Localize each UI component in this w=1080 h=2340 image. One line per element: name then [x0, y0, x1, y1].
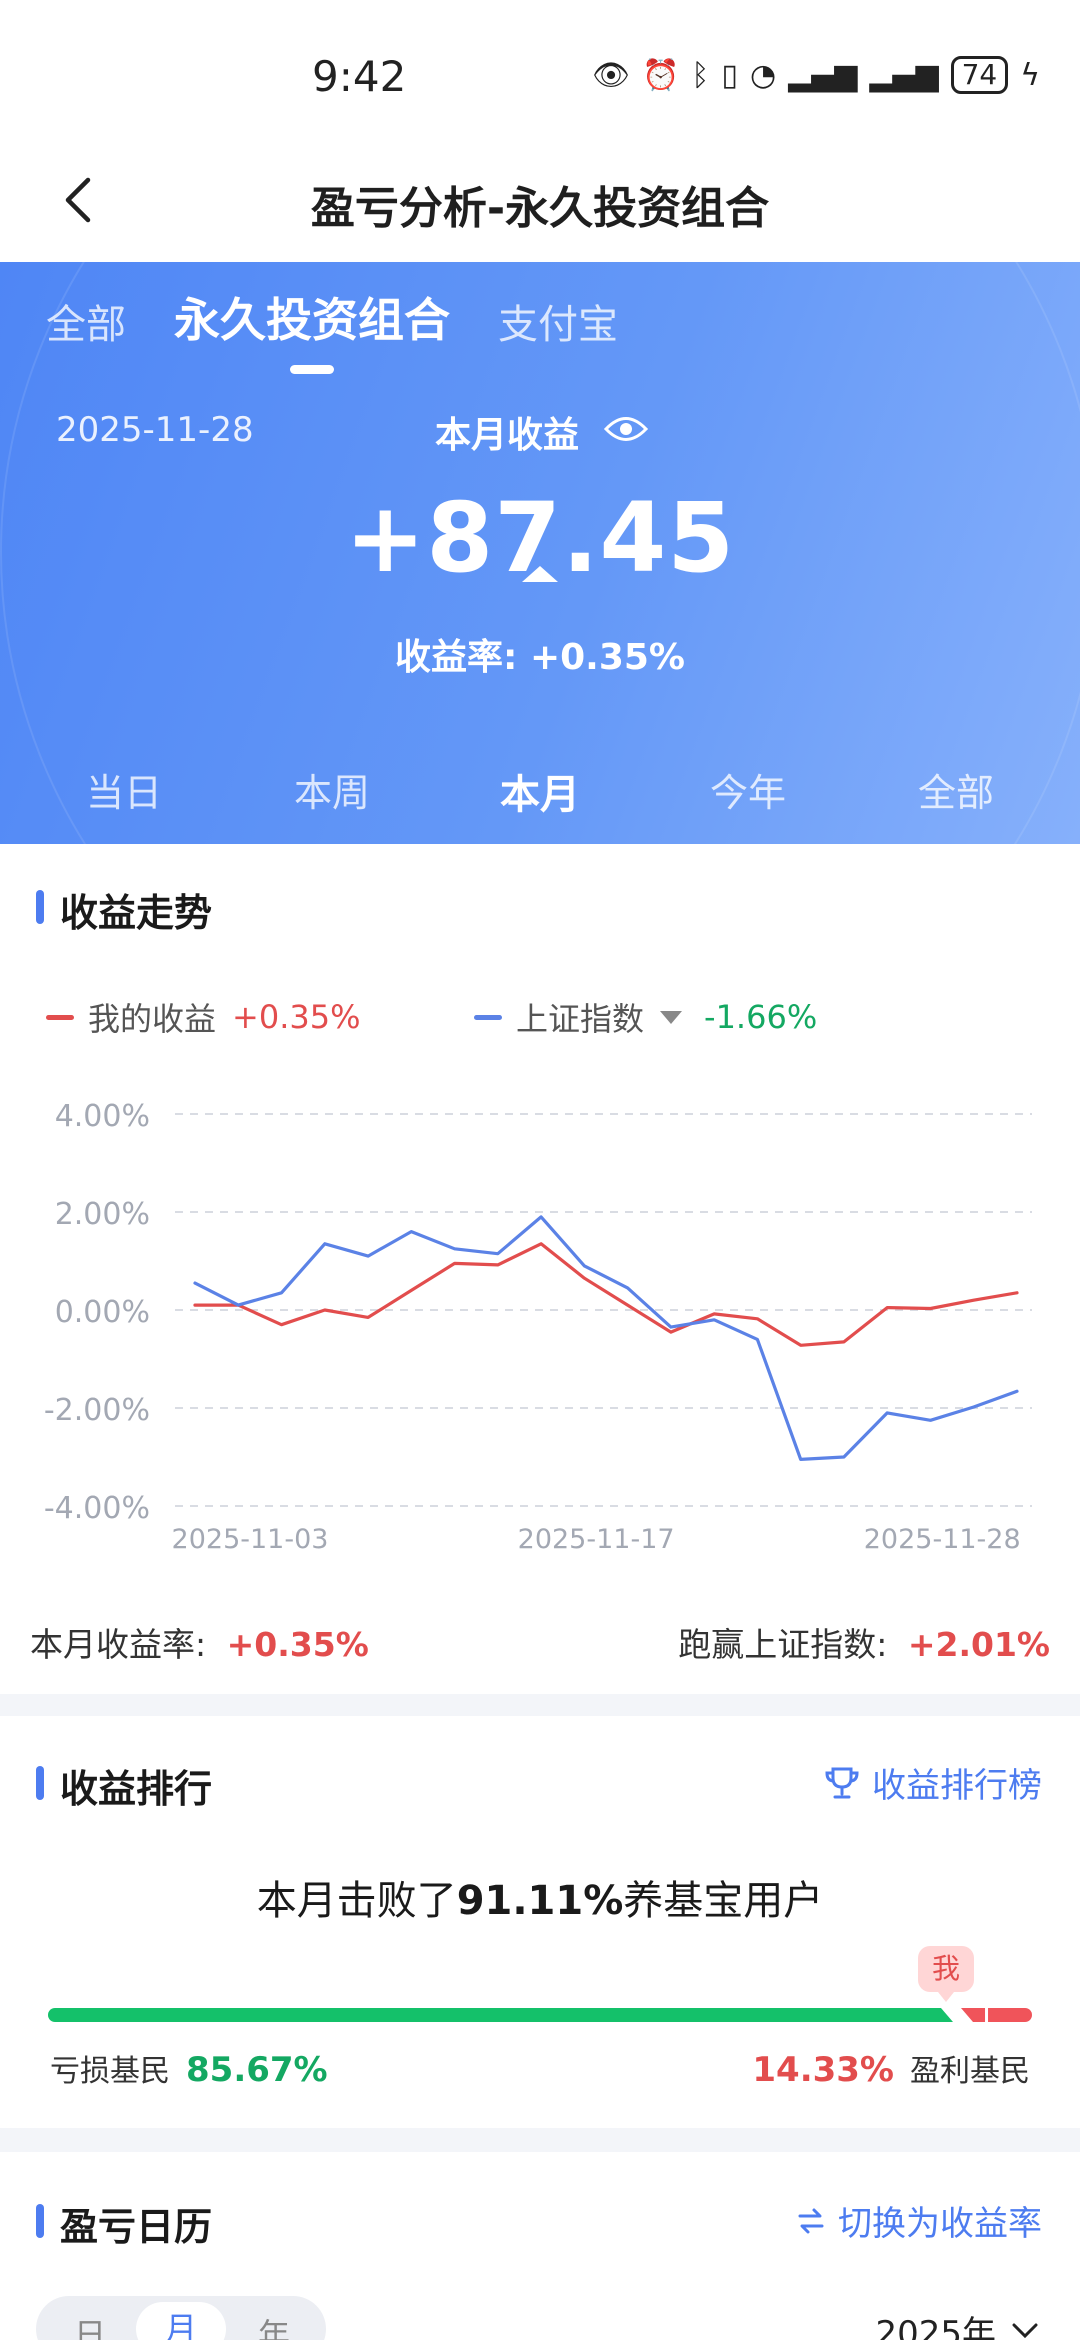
- y-tick-label: 2.00%: [55, 1197, 150, 1232]
- beat-prefix: 本月击败了: [256, 1878, 457, 1924]
- y-tick-label: 0.00%: [55, 1295, 150, 1330]
- income-label: 本月收益: [435, 415, 580, 456]
- tab-all-accounts[interactable]: 全部: [46, 302, 126, 348]
- x-tick-label: 2025-11-28: [864, 1524, 1021, 1555]
- trend-title: 收益走势: [36, 882, 212, 937]
- view-option-month[interactable]: 月: [136, 2302, 226, 2340]
- tab-month[interactable]: 本月: [500, 772, 580, 818]
- summary-month-rate: 本月收益率: +0.35%: [30, 1618, 369, 1666]
- year-value: 2025年: [875, 2314, 996, 2340]
- series-line-index: [193, 1215, 1019, 1461]
- switch-link-label: 切换为收益率: [838, 2204, 1042, 2244]
- signal-4g-icon: ▂▄▆: [788, 57, 858, 93]
- vibrate-icon: ▯: [721, 57, 738, 93]
- profit-ratio: 14.33% 盈利基民: [752, 2046, 1030, 2090]
- tab-year[interactable]: 今年: [709, 771, 786, 815]
- y-tick-label: -4.00%: [44, 1491, 150, 1526]
- x-tick-label: 2025-11-03: [172, 1524, 329, 1555]
- status-icons: 👁 ⏰ ᛒ ▯ ◔ ▂▄▆ ▂▄▆ 74 ϟ: [592, 56, 1040, 94]
- active-tab-pointer: [522, 566, 558, 582]
- trend-chart: 4.00% 2.00% 0.00% -2.00% -4.00% 2025-11-03 202…: [44, 1099, 1032, 1555]
- charging-icon: ϟ: [1020, 57, 1040, 93]
- tab-alipay[interactable]: 支付宝: [498, 302, 618, 348]
- loss-ratio: 亏损基民 85.67%: [50, 2046, 328, 2090]
- x-tick-label: 2025-11-17: [518, 1524, 675, 1555]
- legend-label: 上证指数: [516, 1000, 645, 1038]
- legend-value: +0.35%: [232, 998, 361, 1036]
- page-title: 盈亏分析-永久投资组合: [310, 183, 770, 234]
- nav-bar: 盈亏分析-永久投资组合: [0, 150, 1080, 262]
- me-marker: 我: [918, 1946, 974, 2002]
- beat-suffix: 养基宝用户: [623, 1878, 824, 1924]
- legend-swatch: [46, 1014, 74, 1020]
- eye-icon: 👁: [591, 57, 631, 93]
- tab-week[interactable]: 本周: [293, 771, 370, 815]
- legend-swatch: [474, 1014, 502, 1020]
- income-rate: 收益率: +0.35%: [0, 628, 1080, 680]
- summary-beat-index: 跑赢上证指数: +2.01%: [678, 1618, 1050, 1666]
- tab-all-time[interactable]: 全部: [917, 771, 994, 815]
- tab-permanent-portfolio[interactable]: 永久投资组合: [174, 284, 450, 374]
- view-option-year[interactable]: 年: [258, 2316, 291, 2340]
- ranking-link-label: 收益排行榜: [872, 1766, 1042, 1806]
- summary-label: 本月收益率:: [30, 1625, 207, 1664]
- summary-value: +0.35%: [226, 1625, 369, 1664]
- decor-arc: [0, 262, 1080, 844]
- chevron-down-icon: [1012, 2323, 1038, 2338]
- trophy-icon: [825, 1767, 859, 1798]
- summary-label: 跑赢上证指数:: [678, 1625, 888, 1664]
- swap-icon: [798, 2208, 824, 2233]
- y-tick-label: -2.00%: [44, 1393, 150, 1428]
- beat-percent: 91.11%: [456, 1878, 624, 1924]
- ranking-title: 收益排行: [36, 1758, 212, 1813]
- caret-down-icon[interactable]: [660, 1010, 683, 1024]
- eye-icon[interactable]: [604, 414, 648, 444]
- period-tabs: 当日 本周 本月 今年 全部: [0, 762, 1080, 822]
- loss-label: 亏损基民: [50, 2054, 170, 2089]
- chevron-left-icon: [65, 177, 91, 223]
- alarm-icon: ⏰: [642, 57, 680, 93]
- profit-percent: 14.33%: [752, 2050, 894, 2090]
- back-button[interactable]: [50, 170, 110, 230]
- account-tabs: 全部 永久投资组合 支付宝: [46, 284, 618, 374]
- signal-4g-icon: ▂▄▆: [869, 57, 939, 93]
- status-bar: 9:42 👁 ⏰ ᛒ ▯ ◔ ▂▄▆ ▂▄▆ 74 ϟ: [0, 0, 1080, 150]
- profit-loss-ratio-bar: [48, 2008, 1032, 2022]
- rate-value: +0.35%: [529, 637, 685, 678]
- switch-to-rate-link[interactable]: 切换为收益率: [796, 2196, 1042, 2245]
- legend-index[interactable]: 上证指数 -1.66%: [474, 994, 817, 1040]
- legend-label: 我的收益: [88, 1000, 217, 1038]
- y-tick-label: 4.00%: [55, 1099, 150, 1134]
- loss-percent: 85.67%: [186, 2050, 328, 2090]
- year-select[interactable]: 2025年: [875, 2306, 1040, 2340]
- income-date: 2025-11-28: [56, 410, 254, 450]
- bluetooth-icon: ᛒ: [691, 57, 710, 93]
- summary-value: +2.01%: [907, 1625, 1050, 1664]
- wifi-icon: ◔: [749, 57, 777, 93]
- loss-segment: [48, 2008, 953, 2022]
- tab-day[interactable]: 当日: [85, 771, 162, 815]
- battery-indicator: 74: [950, 56, 1009, 94]
- status-time: 9:42: [312, 52, 407, 101]
- rate-label: 收益率:: [394, 637, 518, 678]
- beat-summary: 本月击败了91.11%养基宝用户: [0, 1868, 1080, 1926]
- profit-label: 盈利基民: [910, 2054, 1030, 2089]
- calendar-view-switch: 日 月 年: [36, 2296, 326, 2340]
- calendar-title: 盈亏日历: [36, 2196, 212, 2251]
- legend-value: -1.66%: [704, 998, 818, 1036]
- income-header: 全部 永久投资组合 支付宝 2025-11-28 本月收益 +87.45 收益率…: [0, 262, 1080, 844]
- legend-my-income: 我的收益 +0.35%: [46, 994, 360, 1040]
- profit-segment: [960, 2008, 1032, 2022]
- ranking-card: [0, 1716, 1080, 2128]
- view-option-day[interactable]: 日: [74, 2316, 107, 2340]
- trend-card: [0, 844, 1080, 1694]
- ranking-board-link[interactable]: 收益排行榜: [824, 1758, 1042, 1807]
- series-line-my-income: [193, 1242, 1019, 1347]
